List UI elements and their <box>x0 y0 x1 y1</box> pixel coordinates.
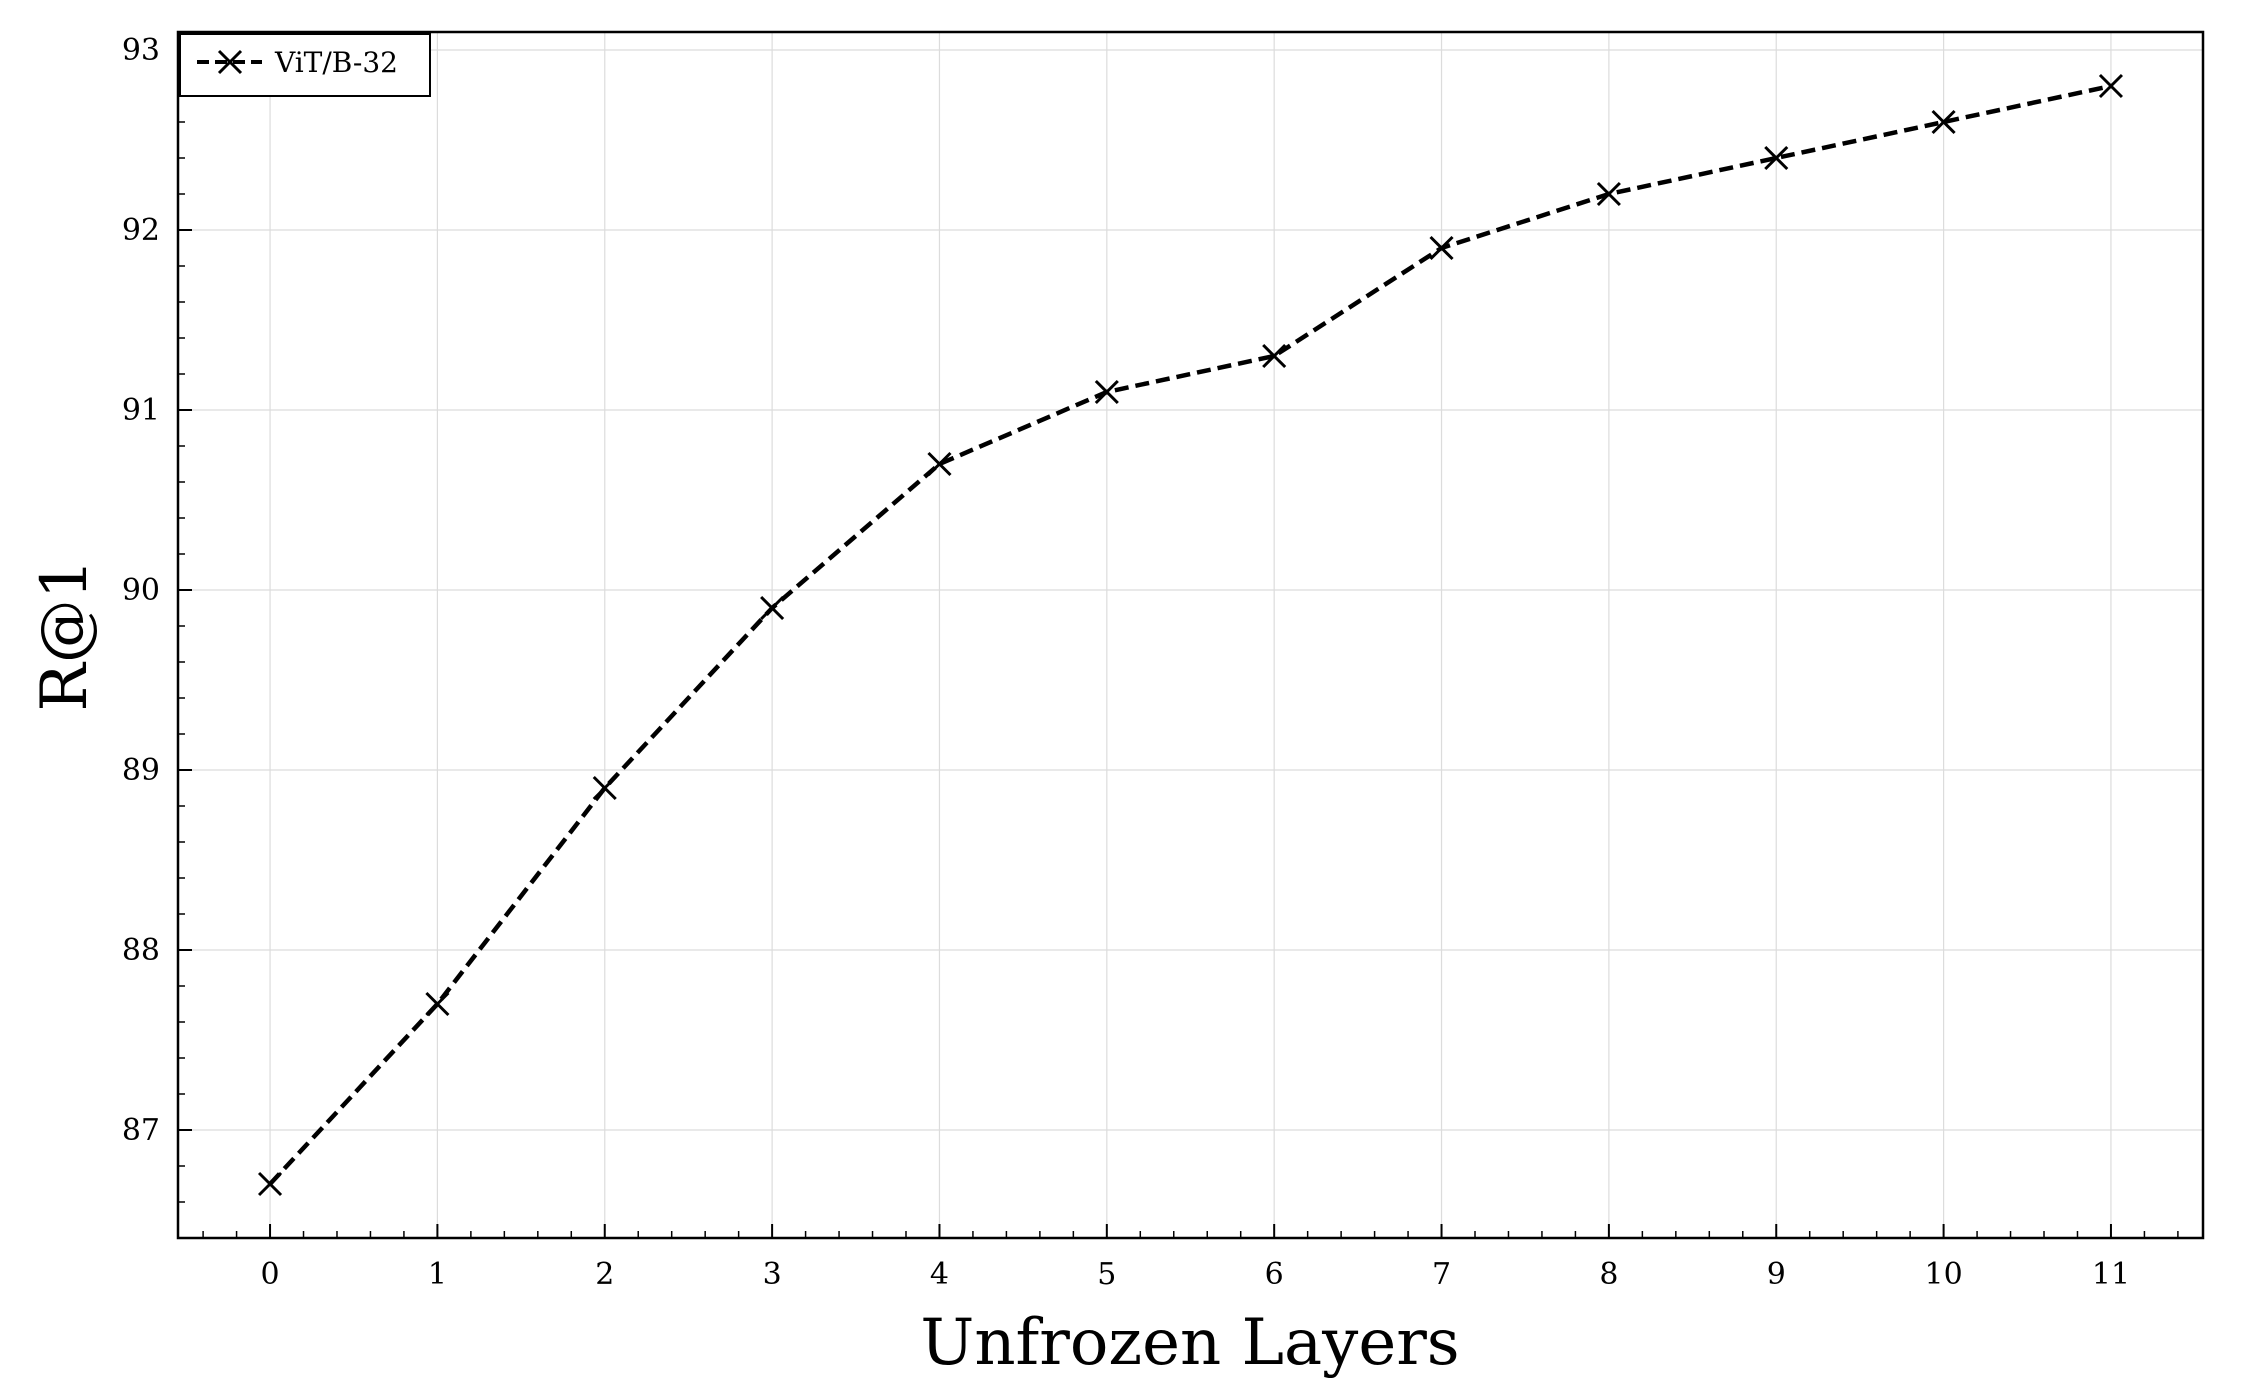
data-point-marker <box>927 451 952 477</box>
x-tick-label: 7 <box>1432 1257 1451 1292</box>
x-tick-label: 4 <box>930 1257 949 1292</box>
data-point-marker <box>257 1171 283 1197</box>
x-tick-label: 3 <box>763 1257 782 1292</box>
legend-marker <box>217 49 243 75</box>
x-axis-title: Unfrozen Layers <box>920 1306 1459 1378</box>
data-point-marker <box>592 775 617 801</box>
data-point-marker <box>2098 73 2124 99</box>
y-tick-label: 89 <box>122 753 160 788</box>
data-point-marker <box>1262 343 1287 369</box>
data-point-marker <box>1931 109 1956 135</box>
grid-lines <box>178 32 2203 1238</box>
data-point-marker <box>1429 235 1454 261</box>
legend: ViT/B-32 <box>179 33 431 97</box>
data-point-marker <box>1596 181 1621 207</box>
y-tick-label: 90 <box>122 573 160 608</box>
x-tick-label: 11 <box>2092 1257 2130 1292</box>
x-tick-label: 6 <box>1265 1257 1284 1292</box>
plot-frame <box>176 30 2205 1240</box>
series-line <box>268 83 2112 1186</box>
data-point-marker <box>1094 379 1119 405</box>
y-tick-label: 87 <box>122 1113 160 1148</box>
y-tick-label: 92 <box>122 213 160 248</box>
y-axis-title: R@1 <box>28 559 102 712</box>
x-tick-label: 8 <box>1599 1257 1618 1292</box>
x-tick-label: 9 <box>1767 1257 1786 1292</box>
data-point-marker <box>425 991 450 1017</box>
y-tick-label: 91 <box>122 393 160 428</box>
data-point-marker <box>760 595 785 621</box>
y-tick-label: 88 <box>122 933 160 968</box>
x-tick-label: 0 <box>260 1257 279 1292</box>
legend-label: ViT/B-32 <box>274 46 398 79</box>
data-point-marker <box>1764 145 1789 171</box>
x-tick-label: 5 <box>1097 1257 1116 1292</box>
series-layer <box>257 73 2124 1197</box>
y-tick-label: 93 <box>122 33 160 68</box>
x-tick-label: 10 <box>1925 1257 1963 1292</box>
x-tick-label: 2 <box>595 1257 614 1292</box>
legend-box <box>179 33 431 97</box>
x-tick-label: 1 <box>428 1257 447 1292</box>
